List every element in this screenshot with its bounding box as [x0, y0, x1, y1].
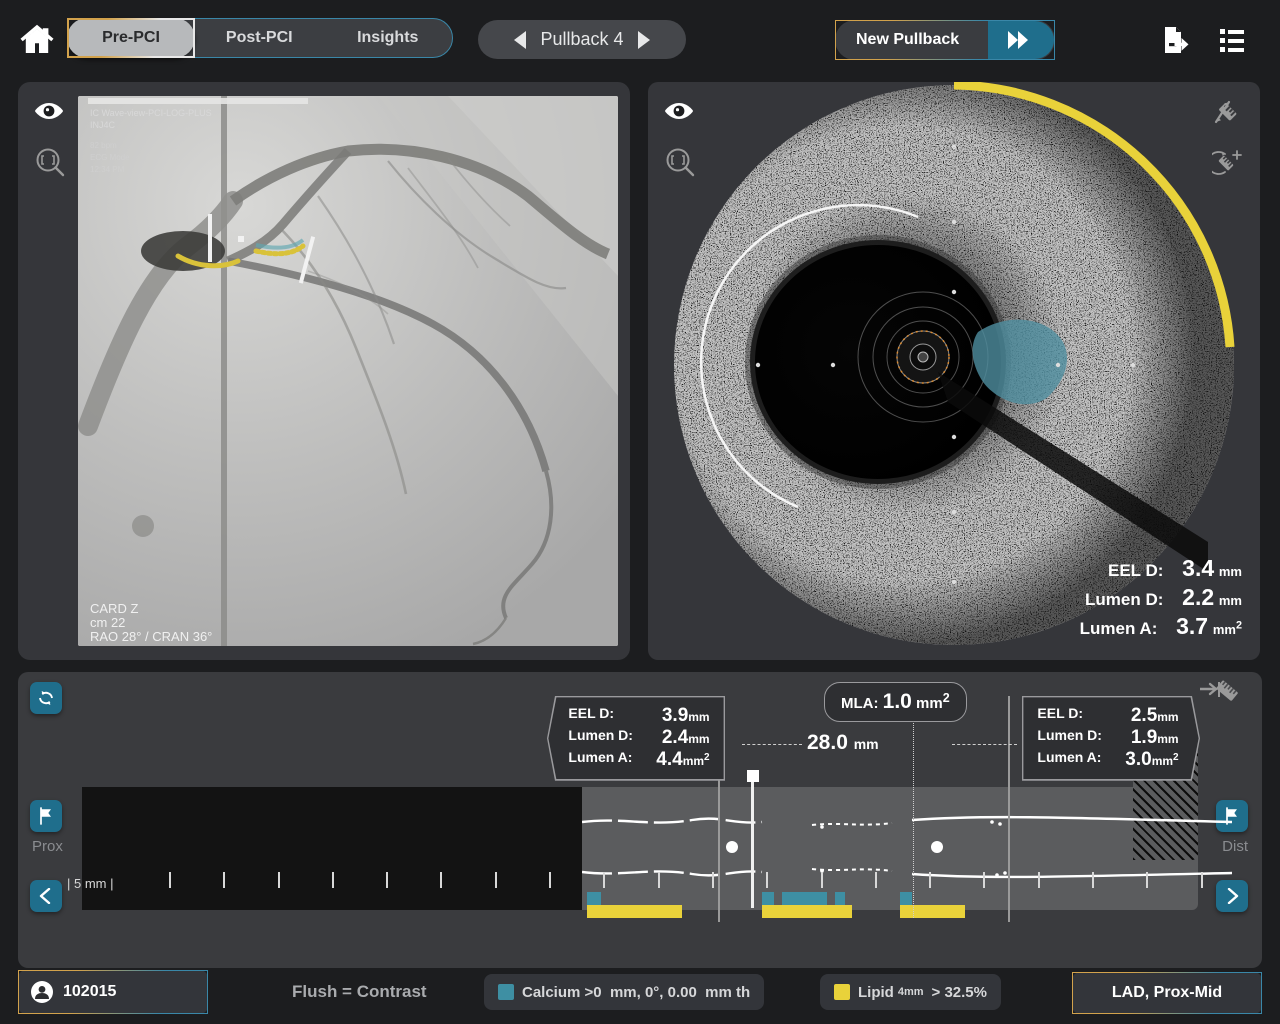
svg-text:INJ4C: INJ4C	[90, 120, 116, 130]
svg-text:IC Wave-view-PCI-LOG-PLUS: IC Wave-view-PCI-LOG-PLUS	[90, 108, 212, 118]
svg-text:12:34 PM: 12:34 PM	[90, 165, 125, 174]
svg-text:RAO 28° / CRAN 36°: RAO 28° / CRAN 36°	[90, 629, 212, 644]
svg-text:82 bpm: 82 bpm	[90, 141, 117, 150]
svg-text:ECG Mode: ECG Mode	[90, 153, 130, 162]
svg-text:cm 22: cm 22	[90, 615, 125, 630]
svg-text:CARD Z: CARD Z	[90, 601, 138, 616]
